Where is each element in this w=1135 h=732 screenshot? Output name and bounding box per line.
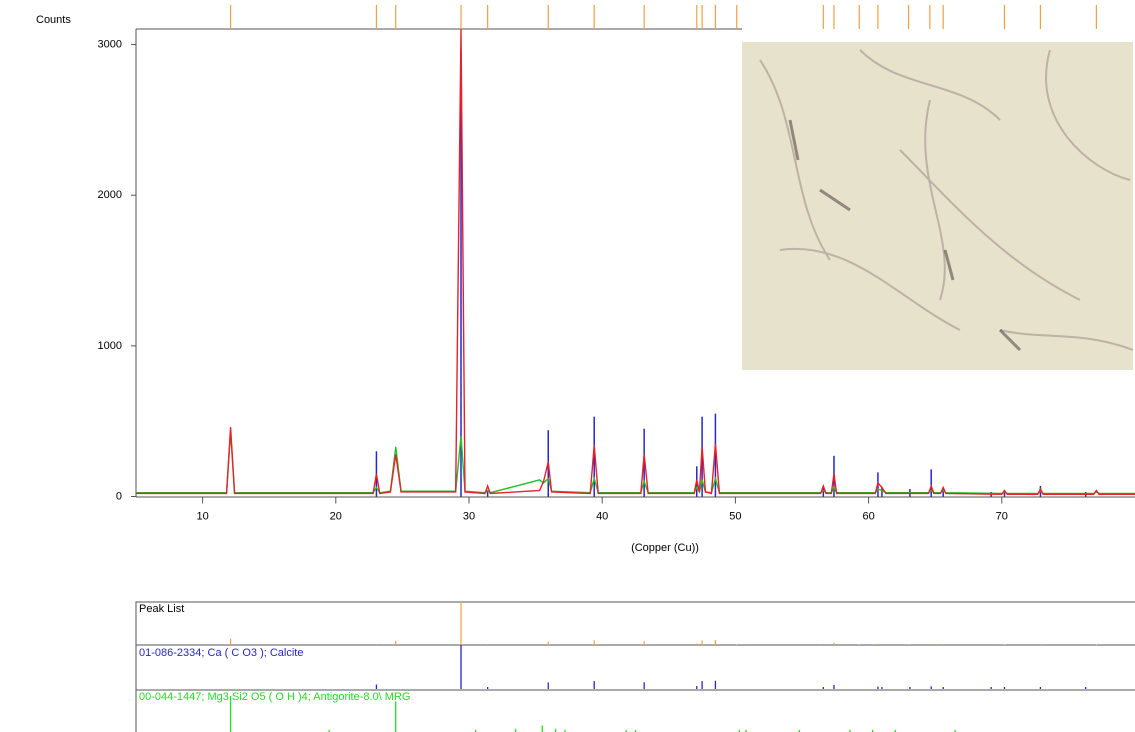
photo-inset (742, 42, 1134, 370)
y-tick-label: 3000 (98, 38, 122, 50)
profile-line (136, 431, 1135, 495)
x-tick-label: 50 (729, 510, 741, 522)
y-axis-label: Counts (36, 14, 71, 26)
reference-label: 00-044-1447; Mg3 Si2 O5 ( O H )4; Antigo… (139, 691, 410, 703)
plot-area (136, 29, 1135, 497)
x-tick-label: 40 (596, 510, 608, 522)
peak-list-label: Peak List (139, 603, 184, 615)
x-axis-label: (Copper (Cu)) (631, 542, 699, 554)
x-tick-label: 70 (996, 510, 1008, 522)
y-tick-label: 1000 (98, 340, 122, 352)
peak-panel (135, 601, 1135, 732)
x-tick-label: 60 (862, 510, 874, 522)
y-tick-label: 2000 (98, 189, 122, 201)
profile-line (136, 29, 1135, 495)
x-tick-label: 20 (330, 510, 342, 522)
y-tick-label: 0 (116, 490, 122, 502)
x-tick-label: 10 (196, 510, 208, 522)
reference-label: 01-086-2334; Ca ( C O3 ); Calcite (139, 647, 303, 659)
x-tick-label: 30 (463, 510, 475, 522)
